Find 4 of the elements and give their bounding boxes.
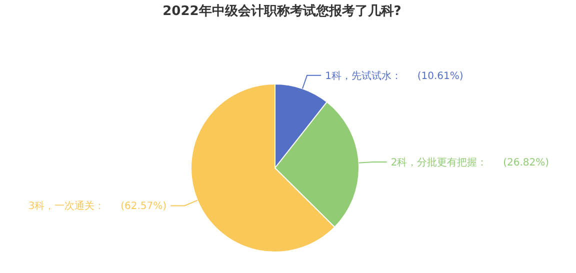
slice-label: 2科，分批更有把握： (26.82%) [390,156,550,168]
slice-label: 1科，先试试水： (10.61%) [325,70,464,82]
slice-label: 3科，一次通关： (62.57%) [28,200,167,212]
chart-title: 2022年中级会计职称考试您报考了几科? [162,3,402,19]
